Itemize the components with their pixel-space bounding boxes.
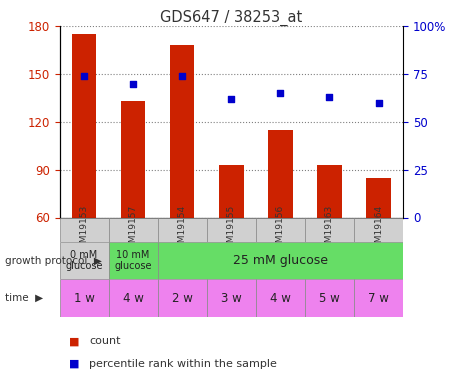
- Title: GDS647 / 38253_at: GDS647 / 38253_at: [160, 10, 302, 26]
- Text: GSM19157: GSM19157: [129, 205, 138, 254]
- Text: 4 w: 4 w: [123, 292, 144, 304]
- Text: 7 w: 7 w: [368, 292, 389, 304]
- Bar: [121, 101, 145, 217]
- Bar: [207, 217, 256, 242]
- Text: count: count: [89, 336, 121, 346]
- Bar: [305, 217, 354, 242]
- Text: 3 w: 3 w: [221, 292, 242, 304]
- Point: [375, 100, 382, 106]
- Bar: [158, 242, 403, 279]
- Text: GSM19154: GSM19154: [178, 205, 187, 254]
- Bar: [256, 217, 305, 242]
- Text: 25 mM glucose: 25 mM glucose: [233, 254, 328, 267]
- Text: 10 mM
glucose: 10 mM glucose: [114, 250, 152, 272]
- Text: GSM19153: GSM19153: [80, 205, 88, 254]
- Bar: [207, 279, 256, 317]
- Text: percentile rank within the sample: percentile rank within the sample: [89, 359, 277, 369]
- Text: 5 w: 5 w: [319, 292, 340, 304]
- Text: GSM19156: GSM19156: [276, 205, 285, 254]
- Bar: [109, 217, 158, 242]
- Text: 4 w: 4 w: [270, 292, 291, 304]
- Bar: [268, 130, 293, 218]
- Bar: [305, 279, 354, 317]
- Text: GSM19164: GSM19164: [374, 205, 383, 254]
- Bar: [60, 217, 109, 242]
- Bar: [366, 178, 391, 218]
- Text: time  ▶: time ▶: [5, 293, 43, 303]
- Bar: [354, 279, 403, 317]
- Point: [277, 90, 284, 96]
- Point: [326, 94, 333, 100]
- Bar: [109, 279, 158, 317]
- Bar: [354, 217, 403, 242]
- Bar: [256, 279, 305, 317]
- Bar: [219, 165, 244, 218]
- Point: [130, 81, 137, 87]
- Text: 1 w: 1 w: [74, 292, 94, 304]
- Bar: [60, 279, 109, 317]
- Text: 2 w: 2 w: [172, 292, 193, 304]
- Text: GSM19155: GSM19155: [227, 205, 236, 254]
- Bar: [158, 217, 207, 242]
- Bar: [60, 242, 109, 279]
- Point: [228, 96, 235, 102]
- Bar: [317, 165, 342, 218]
- Bar: [72, 34, 96, 218]
- Text: GSM19163: GSM19163: [325, 205, 334, 254]
- Point: [81, 73, 88, 79]
- Text: ■: ■: [69, 359, 79, 369]
- Text: 0 mM
glucose: 0 mM glucose: [65, 250, 103, 272]
- Point: [179, 73, 186, 79]
- Bar: [158, 279, 207, 317]
- Bar: [170, 45, 195, 218]
- Bar: [109, 242, 158, 279]
- Text: ■: ■: [69, 336, 79, 346]
- Text: growth protocol  ▶: growth protocol ▶: [5, 256, 102, 266]
